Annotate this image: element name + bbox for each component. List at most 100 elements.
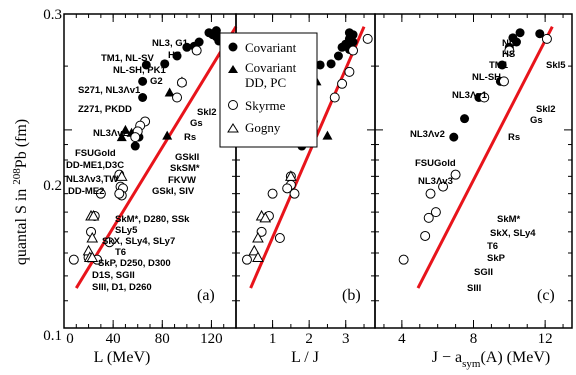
data-point-skyrme — [241, 254, 252, 265]
y-tick-label: 0.2 — [43, 178, 62, 194]
annotation: Skl5 — [546, 60, 566, 71]
data-point-covariant — [511, 37, 521, 47]
x-tick-label: 2 — [305, 331, 313, 347]
data-point-covariant-ddpc — [164, 87, 175, 97]
data-point-skyrme — [344, 66, 355, 77]
data-point-skyrme — [450, 169, 461, 180]
data-point-covariant-ddpc — [322, 130, 333, 140]
data-point-covariant-ddpc — [116, 132, 127, 142]
annotation: Gs — [530, 115, 543, 126]
data-point-skyrme — [267, 188, 278, 199]
data-point-skyrme — [348, 45, 359, 56]
data-point-skyrme — [337, 78, 348, 89]
data-point-skyrme — [425, 188, 436, 199]
data-point-covariant — [141, 60, 151, 70]
legend-label-covariant-ddpc-2: DD, PC — [245, 75, 286, 90]
x-tick-label: 80 — [155, 331, 170, 347]
data-point-gogny — [252, 251, 264, 262]
annotation: NL3Λv1 — [452, 90, 488, 101]
legend-marker-covariant-ddpc — [228, 65, 238, 73]
fit-line — [75, 25, 238, 289]
annotation: S271, NL3Λv1 — [78, 85, 141, 96]
data-point-covariant — [337, 42, 347, 52]
legend-marker-skyrme — [228, 100, 238, 110]
data-point-skyrme — [256, 226, 267, 237]
data-point-skyrme — [95, 188, 106, 199]
data-point-skyrme — [176, 77, 187, 88]
data-point-covariant — [160, 59, 170, 69]
data-point-skyrme — [504, 45, 515, 56]
annotation: NL-SH — [472, 72, 501, 83]
data-point-skyrme — [420, 230, 431, 241]
y-axis-label: quantal S in 208Pb (fm) — [11, 119, 30, 265]
annotation: TM1, NL-SV — [101, 53, 154, 64]
annotation: HS — [502, 49, 515, 60]
data-point-gogny — [285, 170, 297, 181]
data-point-skyrme — [430, 207, 441, 218]
data-point-gogny — [86, 251, 99, 262]
y-tick-label: 0.1 — [43, 328, 62, 344]
panel-a: 0 40 80 120 — [63, 13, 238, 347]
legend-marker-covariant — [228, 42, 238, 52]
data-point-gogny — [87, 209, 100, 221]
annotation: NL-SH, PK1 — [113, 65, 167, 76]
x-axis-label-c: J − asym(A) (MeV) — [432, 349, 550, 370]
annotation: FSUGold — [415, 158, 456, 169]
data-point-skyrme — [114, 188, 125, 199]
data-point-covariant-ddpc — [120, 124, 131, 134]
data-point-skyrme — [172, 92, 183, 103]
annotation: SkX, SLy4 — [490, 228, 536, 239]
data-point-covariant — [172, 51, 182, 61]
data-point-gogny — [115, 170, 128, 181]
data-point-skyrme — [498, 76, 509, 87]
data-point-skyrme — [541, 33, 552, 44]
legend-label-covariant-ddpc-1: Covariant — [245, 60, 297, 75]
fit-line — [416, 25, 554, 289]
data-point-covariant — [449, 132, 459, 142]
annotation: TM1 — [489, 60, 509, 71]
data-point-covariant-ddpc — [162, 130, 173, 140]
x-axis-label-b: L / J — [291, 349, 319, 366]
data-point-covariant — [326, 59, 336, 69]
data-point-covariant — [182, 42, 192, 52]
data-point-skyrme — [130, 132, 141, 143]
annotation: SLy5 — [115, 225, 138, 236]
annotation: SkP, D250, D300 — [98, 258, 171, 269]
x-tick-label: 1 — [269, 331, 277, 347]
annotation: G2 — [150, 76, 163, 87]
annotation: GSkI, SIV — [152, 186, 195, 197]
panel-c-annotations: NL3 HS TM1 NL-SH NL3Λv1 Skl5 Skl2 Gs NL3… — [410, 38, 566, 294]
data-point-skyrme — [398, 254, 409, 265]
annotation: Skl2 — [536, 104, 556, 115]
data-point-covariant — [138, 76, 148, 86]
data-point-skyrme — [68, 254, 79, 265]
legend-label-skyrme: Skyrme — [245, 98, 286, 113]
x-tick-label: 120 — [200, 331, 223, 347]
panel-label-b: (b) — [342, 287, 361, 304]
annotation: Skl2 — [197, 107, 217, 118]
data-point-covariant — [315, 60, 325, 70]
annotation: DD-ME2 — [68, 186, 104, 197]
data-point-skyrme — [423, 212, 434, 223]
annotation: SkM*, D280, SSk — [115, 214, 190, 225]
annotation: Rs — [184, 132, 196, 143]
x-tick-label: 40 — [106, 331, 121, 347]
data-point-gogny — [259, 211, 272, 223]
data-point-skyrme — [362, 33, 373, 44]
annotation: SkSM* — [170, 163, 200, 174]
annotation: NL3Λv3 — [418, 176, 453, 187]
annotation: D1S, SGII — [92, 270, 135, 281]
data-point-skyrme — [289, 188, 300, 199]
annotation: T6 — [115, 247, 126, 258]
annotation: Z271, PKDD — [78, 104, 132, 115]
annotation: SkM* — [497, 214, 521, 225]
plot-frame — [374, 13, 573, 329]
data-point-gogny — [252, 231, 264, 243]
data-point-skyrme — [274, 233, 285, 244]
data-point-covariant — [348, 37, 358, 47]
data-point-covariant — [460, 114, 470, 124]
data-point-skyrme — [282, 183, 293, 194]
annotation: NL3Λv2 — [410, 129, 445, 140]
legend-marker-gogny — [227, 123, 239, 133]
